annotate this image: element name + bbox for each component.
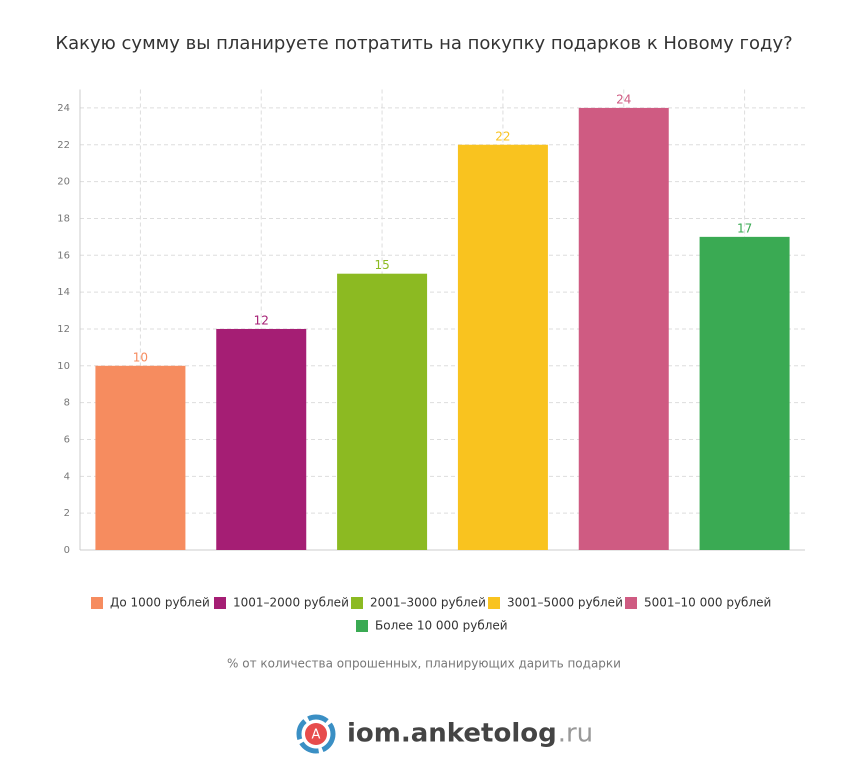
value-label: 17 [737,221,752,235]
legend-label: Более 10 000 рублей [375,619,508,633]
y-tick-label: 24 [57,103,70,114]
y-tick-label: 16 [57,250,70,261]
y-tick-label: 10 [57,361,70,372]
value-label: 10 [133,350,148,364]
chart-title: Какую сумму вы планируете потратить на п… [55,33,792,54]
value-label: 22 [495,129,510,143]
y-tick-label: 14 [57,287,70,298]
y-tick-label: 4 [64,471,70,482]
y-tick-label: 6 [64,434,70,445]
bar [95,365,186,550]
legend-swatch [625,597,637,609]
logo-domain: .ru [558,719,593,749]
bar [337,273,428,550]
legend-swatch [351,597,363,609]
legend-label: 5001–10 000 рублей [644,596,771,610]
bar [578,107,669,551]
y-tick-label: 8 [64,398,70,409]
value-label: 15 [374,258,389,272]
logo-name: iom.anketolog [347,719,557,749]
legend-swatch [488,597,500,609]
svg-text:A: A [312,728,321,743]
y-tick-label: 22 [57,140,70,151]
legend-swatch [356,620,368,632]
logo-icon: A [296,714,336,754]
y-tick-label: 20 [57,177,70,188]
bar [699,236,790,551]
y-tick-label: 0 [64,545,70,556]
legend-label: 3001–5000 рублей [507,596,623,610]
y-tick-label: 18 [57,213,70,224]
y-tick-label: 12 [57,324,70,335]
y-tick-label: 2 [64,508,70,519]
legend-label: 2001–3000 рублей [370,596,486,610]
legend-swatch [214,597,226,609]
bar [457,144,548,550]
value-label: 12 [254,313,269,327]
legend-label: 1001–2000 рублей [233,596,349,610]
chart-note: % от количества опрошенных, планирующих … [227,657,621,671]
legend-label: До 1000 рублей [110,596,210,610]
value-label: 24 [616,92,631,106]
legend-swatch [91,597,103,609]
bar [216,328,307,550]
